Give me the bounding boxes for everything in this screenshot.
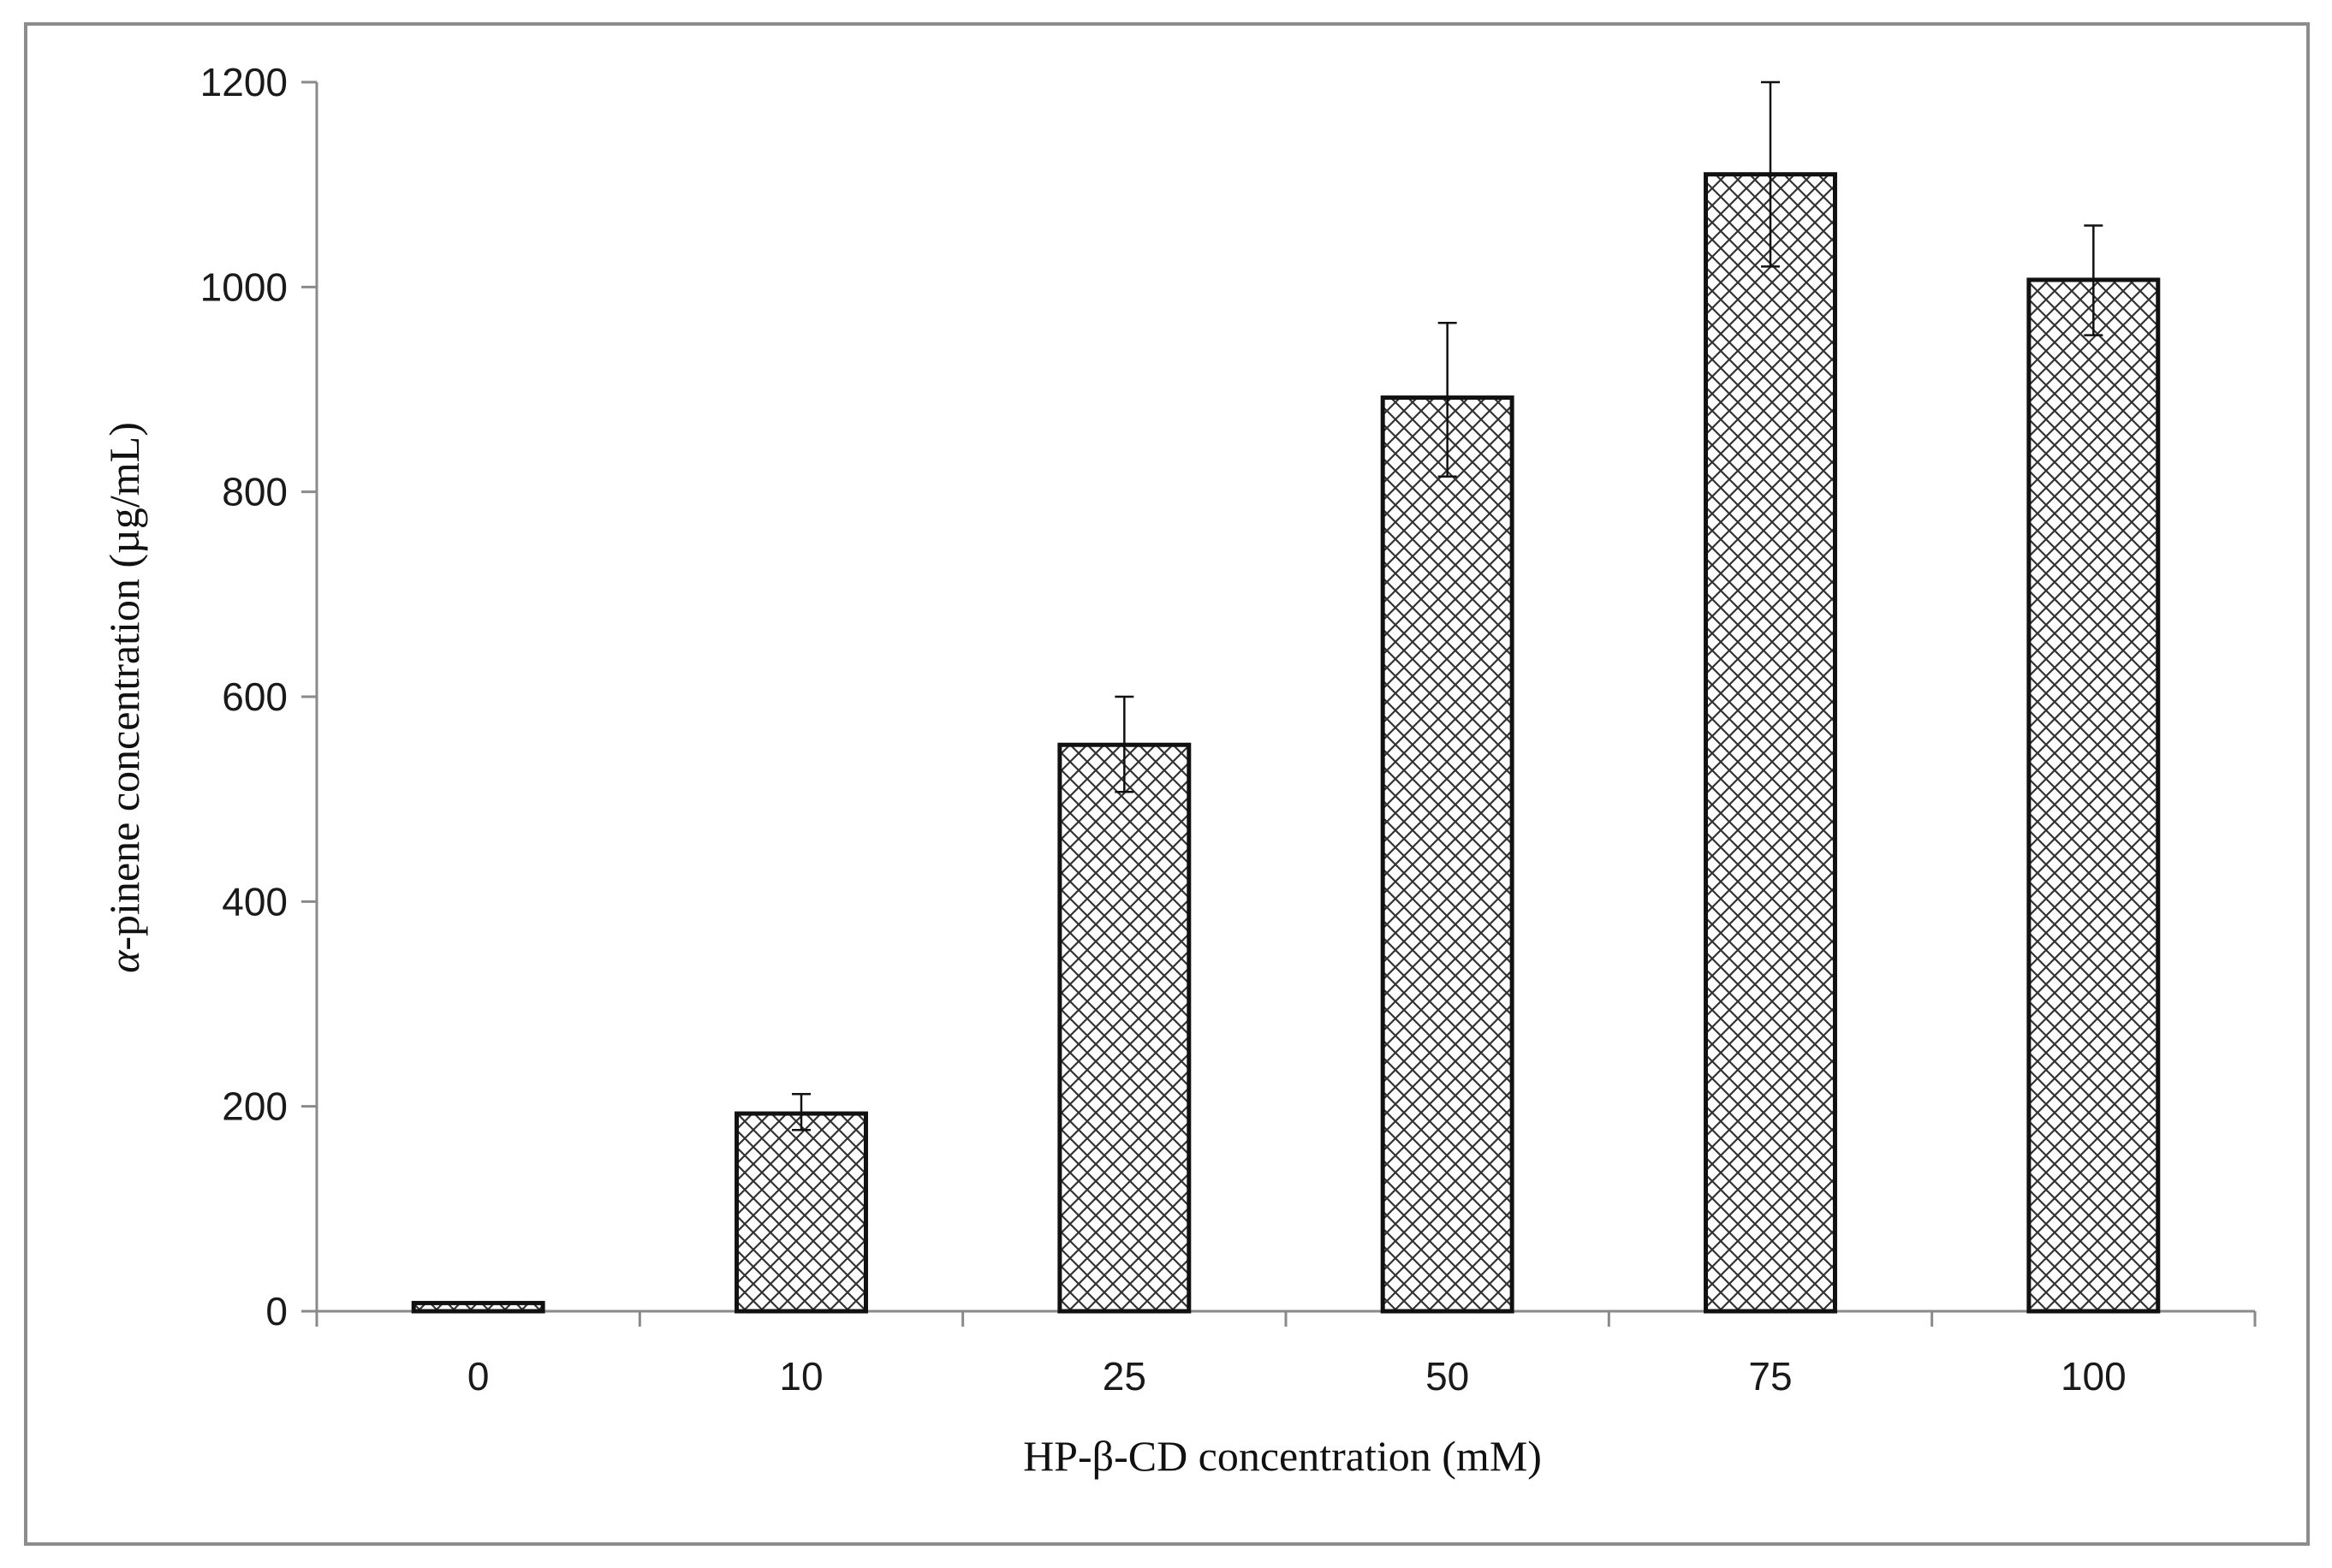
error-bar-100 [2084,224,2103,336]
x-tick-label: 10 [779,1354,823,1399]
bar-10 [735,1111,868,1314]
y-axis-title-alpha: α [100,949,148,973]
error-bars-group [468,80,2103,1313]
y-axis-title-rest: -pinene concentration (µg/mL) [100,422,148,950]
x-axis [315,1310,2257,1327]
x-axis-title: HP-β-CD concentration (mM) [1023,1432,1542,1480]
y-tick-label: 1200 [200,60,288,104]
y-tick-label: 800 [222,470,288,514]
error-bar-50 [1437,321,1457,478]
y-axis-title: α-pinene concentration (µg/mL) [100,422,148,973]
x-tick-label: 0 [467,1354,490,1399]
x-tick-label: 25 [1103,1354,1146,1399]
x-tick-label: 100 [2061,1354,2127,1399]
y-tick-label: 400 [222,879,288,924]
y-tick-labels: 0 200 400 600 800 1000 1200 [200,60,288,1333]
y-tick-label: 1000 [200,264,288,309]
y-tick-label: 0 [265,1289,288,1333]
bar-50 [1380,395,1514,1314]
y-tick-label: 600 [222,674,288,719]
bar-25 [1057,742,1192,1314]
x-tick-label: 50 [1425,1354,1469,1399]
x-tick-label: 75 [1748,1354,1792,1399]
x-tick-labels: 0 10 25 50 75 100 [467,1354,2127,1399]
y-tick-label: 200 [222,1084,288,1129]
bar-0 [411,1300,545,1314]
bar-100 [2026,277,2161,1314]
error-bar-10 [792,1093,811,1131]
y-axis [301,80,318,1313]
error-bar-25 [1115,695,1134,793]
error-bar-75 [1761,80,1780,268]
bar-75 [1704,172,1837,1314]
